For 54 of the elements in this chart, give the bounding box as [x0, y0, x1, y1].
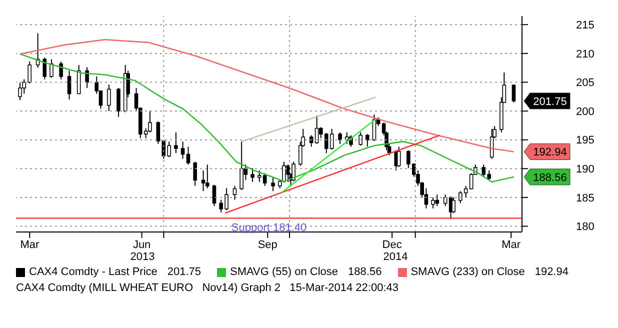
candlestick [28, 61, 32, 84]
candlestick [344, 132, 349, 144]
candlestick [358, 132, 362, 146]
x-tick-label: Jun [132, 238, 151, 251]
candlestick [107, 84, 111, 112]
text: 201.75 [533, 96, 567, 108]
text: 188.56 [348, 266, 382, 278]
candlestick [205, 164, 210, 189]
candlestick [365, 134, 370, 148]
candlestick [232, 185, 237, 200]
y-tick-label: 210 [576, 48, 594, 60]
legend-label: SMAVG (55) on Close [230, 266, 338, 278]
text: 2013 [130, 251, 155, 263]
candlestick [201, 170, 206, 192]
line-series [19, 53, 514, 183]
candlestick [338, 132, 342, 144]
x-tick-label: Sep [258, 238, 278, 251]
candlestick [512, 84, 516, 103]
candlestick [180, 141, 185, 160]
candlestick [271, 176, 275, 192]
y-tick-label: 200 [576, 106, 594, 118]
legend-label: SMAVG (233) on Close [410, 266, 525, 278]
ref-line-label: Support 181.40 [231, 222, 307, 234]
candlestick [212, 184, 216, 207]
candlestick [18, 82, 22, 101]
candlestick [396, 146, 401, 168]
candlestick [116, 88, 120, 118]
data-label: 188.56 [533, 172, 567, 184]
y-tick-label: 190 [576, 164, 594, 176]
candlestick [435, 194, 440, 207]
y-tick-label: 180 [576, 221, 594, 234]
candlestick [250, 168, 254, 182]
x-tick-label: Mar [502, 238, 521, 251]
candlestick [67, 70, 72, 100]
text: 201.75 [167, 266, 202, 278]
text: CAX4 Comdty (MILL WHEAT EURO Nov14) Graph 2 15-Mar-2014 22:00:43 [15, 282, 400, 294]
text: 192.94 [534, 266, 568, 278]
x-tick-label: Mar [20, 238, 40, 251]
candlestick [193, 161, 197, 186]
candlestick [174, 132, 178, 154]
data-label: 192.94 [533, 146, 567, 159]
candlestick [282, 161, 286, 183]
x-tick-label: Dec [382, 238, 402, 251]
candlestick [59, 61, 63, 80]
y-tick-label: 195 [576, 134, 594, 147]
y-tick-label: 185 [576, 192, 594, 204]
y-tick-label: 215 [576, 20, 594, 32]
candlestick [50, 58, 54, 78]
candlestick [431, 196, 435, 209]
legend-label: CAX4 Comdty - Last Price [29, 266, 158, 278]
candlestick [186, 146, 190, 166]
y-tick-label: 205 [576, 77, 594, 90]
candlestick [240, 141, 244, 190]
text: 2014 [383, 251, 408, 263]
